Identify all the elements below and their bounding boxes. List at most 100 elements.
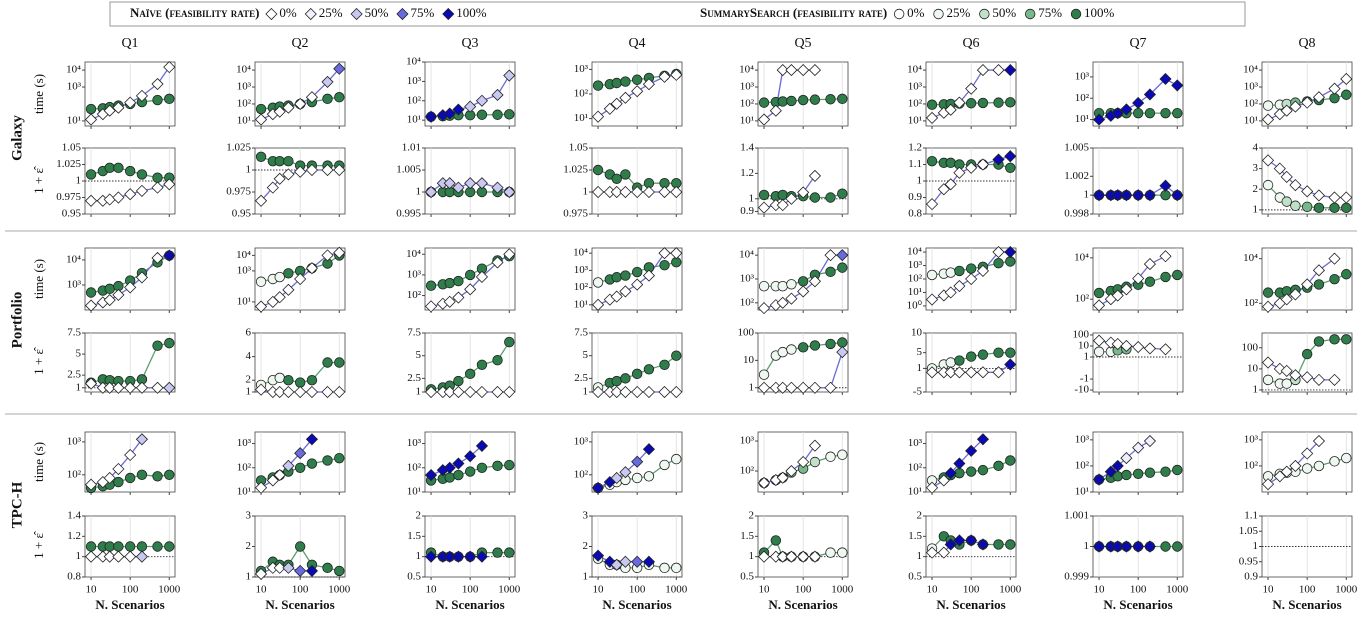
diamond-marker <box>273 291 286 304</box>
y-tick-label: 7.5 <box>407 327 421 339</box>
diamond-marker <box>491 256 504 269</box>
x-tick-label: 100 <box>629 584 646 596</box>
diamond-marker <box>1328 82 1341 95</box>
diamond-marker <box>797 381 810 394</box>
diamond-marker <box>464 177 477 190</box>
diamond-marker <box>631 185 644 199</box>
row-label: time (s) <box>31 74 46 114</box>
circle-marker <box>809 340 821 351</box>
diamond-marker <box>965 444 978 457</box>
legend-label: 100% <box>456 5 487 20</box>
column-title: Q8 <box>1298 36 1315 51</box>
y-tick-label: 1 <box>76 550 82 562</box>
circle-marker <box>306 375 318 386</box>
diamond-marker <box>1111 289 1124 302</box>
y-tick-label: 2.5 <box>574 372 588 384</box>
circle-marker <box>777 280 788 292</box>
circle-marker <box>476 462 488 473</box>
x-axis-label: N. Scenarios <box>95 597 164 612</box>
diamond-marker <box>475 94 489 107</box>
y-tick-label: 10¹ <box>67 114 81 126</box>
circle-marker <box>1281 378 1292 389</box>
diamond-marker <box>1340 72 1353 86</box>
diamond-marker <box>785 464 798 478</box>
circle-marker <box>786 279 797 290</box>
diamond-marker <box>266 474 279 487</box>
diamond-marker <box>266 181 279 194</box>
diamond-marker <box>503 69 516 82</box>
diamond-marker <box>976 433 990 446</box>
circle-marker <box>322 455 333 466</box>
y-tick-label: 1 <box>749 550 755 562</box>
y-tick-label: 10¹ <box>407 114 421 126</box>
diamond-marker <box>112 550 125 563</box>
y-tick-label: 2 <box>416 510 422 522</box>
diamond-marker <box>1328 373 1341 386</box>
diamond-marker <box>808 381 822 394</box>
y-tick-label: 10² <box>1075 293 1090 305</box>
diamond-marker <box>491 181 504 194</box>
y-tick-label: 10² <box>1244 297 1259 309</box>
diamond-marker <box>976 366 990 379</box>
y-tick-label: 1 <box>246 386 252 398</box>
diamond-marker <box>1159 179 1172 192</box>
diamond-marker <box>836 249 849 262</box>
diamond-marker <box>1104 465 1117 478</box>
y-tick-label: 1 <box>749 381 755 393</box>
diamond-marker <box>953 96 966 109</box>
x-tick-label: 1000 <box>328 584 351 596</box>
y-tick-label: 0.9 <box>908 191 922 203</box>
y-tick-label: 1 <box>76 381 82 393</box>
diamond-marker <box>769 104 782 117</box>
circle-marker <box>926 99 938 110</box>
dataset-label: Portfolio <box>9 292 25 349</box>
x-tick-label: 10 <box>1263 584 1275 596</box>
y-tick-label: 1.01 <box>402 142 421 154</box>
circle-marker <box>926 155 938 167</box>
y-tick-label: 7.5 <box>67 327 81 339</box>
y-tick-label: 10⁰ <box>907 299 923 311</box>
circle-marker <box>492 547 503 558</box>
diamond-marker <box>305 564 319 577</box>
circle-marker <box>631 472 643 484</box>
circle-marker <box>113 476 124 488</box>
y-tick-label: 10⁴ <box>739 249 754 261</box>
diamond-marker <box>163 381 176 394</box>
circle-marker <box>504 336 515 348</box>
circle-marker <box>255 276 267 287</box>
column-title: Q4 <box>628 36 645 51</box>
circle-marker <box>926 269 938 281</box>
y-tick-label: 10⁴ <box>1243 64 1258 76</box>
y-tick-label: 1 <box>1084 189 1090 201</box>
diamond-marker <box>824 381 837 394</box>
legend-label: 75% <box>1038 5 1062 20</box>
circle-marker <box>837 93 848 105</box>
circle-marker <box>124 165 136 177</box>
y-tick-label: 1 <box>416 186 422 198</box>
diamond-marker <box>610 471 623 485</box>
diamond-marker <box>925 481 939 494</box>
column-title: Q2 <box>291 36 308 51</box>
circle-marker <box>1329 92 1340 104</box>
circle-marker <box>837 449 848 460</box>
circle-marker <box>758 189 770 201</box>
y-tick-label: 7.5 <box>574 327 588 339</box>
y-tick-label: 10¹ <box>237 486 251 498</box>
y-tick-label: 10⁴ <box>1074 251 1089 263</box>
diamond-marker <box>953 366 966 379</box>
diamond-marker <box>953 457 966 470</box>
x-axis-label: N. Scenarios <box>1103 597 1172 612</box>
diamond-marker <box>642 185 656 199</box>
diamond-marker <box>953 279 966 293</box>
y-tick-label: 10³ <box>740 81 755 93</box>
x-tick-label: 1000 <box>1335 584 1357 596</box>
y-tick-label: 10³ <box>1244 433 1259 445</box>
circle-marker <box>1132 468 1144 479</box>
y-tick-label: 10⁴ <box>406 56 421 68</box>
diamond-marker <box>464 450 477 463</box>
circle-marker <box>453 375 464 387</box>
y-tick-label: 10³ <box>407 75 422 87</box>
x-tick-label: 1000 <box>1166 584 1189 596</box>
circle-marker <box>1172 464 1183 476</box>
diamond-marker <box>797 64 810 77</box>
